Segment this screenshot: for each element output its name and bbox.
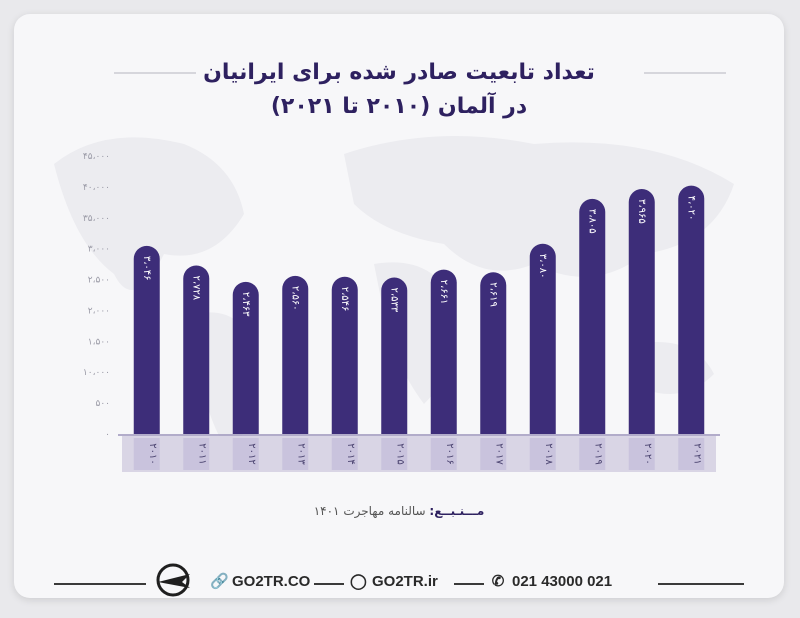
chart-title-line1: تعداد تابعیت صادر شده برای ایرانیان [203, 60, 595, 85]
x-category-cell [183, 438, 210, 470]
y-tick-label: ۲،۵۰۰ [88, 276, 110, 286]
x-category-cell [678, 438, 705, 470]
footer-separator-2 [454, 583, 484, 585]
footer-rule [54, 583, 146, 585]
bar-value-label: ۳،۸۰۵ [586, 209, 597, 234]
bar [183, 265, 210, 434]
x-category-cell [133, 438, 160, 470]
x-tick-label: ۲۰۲۰ [642, 443, 653, 464]
x-category-cell [579, 438, 606, 470]
instagram-link[interactable]: ◯ GO2TR.ir [350, 572, 438, 590]
bar-value-label: ۳،۹۶۵ [636, 199, 647, 224]
bar-value-label: ۲،۶۶۱ [438, 280, 449, 305]
bar [232, 281, 259, 434]
x-tick-label: ۲۰۱۷ [493, 443, 504, 465]
bar [381, 277, 408, 434]
title-rule-right [644, 72, 726, 74]
x-tick-label: ۲۰۱۴ [345, 443, 356, 464]
y-tick-label: ۴۵،۰۰۰ [83, 152, 110, 162]
bar-value-label: ۲،۵۶۰ [289, 286, 300, 311]
x-category-cell [331, 438, 358, 470]
x-category-cell [232, 438, 259, 470]
bar [678, 185, 705, 434]
x-category-cell [430, 438, 457, 470]
bar [331, 276, 358, 434]
website-link[interactable]: 🔗 GO2TR.CO [210, 572, 310, 590]
bar [430, 269, 457, 434]
bar-value-label: ۲،۷۲۸ [190, 275, 201, 300]
source-label: مـــنـبــع: [429, 504, 485, 518]
x-category-cell [529, 438, 556, 470]
footer-separator-1 [314, 583, 344, 585]
bar-value-label: ۲،۵۴۶ [339, 287, 350, 312]
y-tick-label: ۴۰،۰۰۰ [83, 183, 110, 193]
y-tick-label: ۲،۰۰۰ [88, 306, 110, 316]
phone-text: 021 43000 021 [512, 573, 613, 590]
bar [480, 272, 507, 434]
bar-chart: ۰ ۵۰۰ ۱۰،۰۰۰ ۱،۵۰۰ ۲،۰۰۰ ۲،۵۰۰ ۳،۰۰۰ ۳۵،۰۰۰ ۴۰،۰… [83, 152, 720, 472]
bar-value-label: ۳،۰۴۶ [141, 256, 152, 281]
x-category-cell [282, 438, 309, 470]
y-tick-label: ۳۵،۰۰۰ [83, 214, 110, 224]
bar-value-label: ۲،۴۶۳ [240, 292, 251, 317]
bar-value-label: ۲،۶۱۹ [487, 282, 498, 307]
footer-rule-right [658, 583, 744, 585]
bar-value-label: ۳،۰۸۰ [537, 254, 548, 279]
y-tick-label: ۱،۵۰۰ [88, 337, 110, 347]
x-tick-label: ۲۰۱۸ [543, 443, 554, 465]
bar-value-label: ۲،۵۳۳ [388, 288, 399, 313]
instagram-text: GO2TR.ir [372, 573, 438, 590]
website-text: GO2TR.CO [232, 573, 311, 590]
y-tick-label: ۵۰۰ [95, 399, 110, 409]
x-category-cell [381, 438, 408, 470]
x-category-cell [628, 438, 655, 470]
bar [133, 245, 160, 434]
y-tick-label: ۰ [105, 430, 110, 440]
instagram-icon: ◯ [350, 573, 367, 590]
title-rule-left [114, 72, 196, 74]
x-tick-label: ۲۰۱۲ [246, 443, 257, 464]
source-text: سالنامه مهاجرت ۱۴۰۱ [313, 504, 426, 518]
y-tick-label: ۱۰،۰۰۰ [83, 368, 110, 378]
chart-title-line2: در آلمان (۲۰۱۰ تا ۲۰۲۱) [270, 94, 528, 119]
y-tick-label: ۳،۰۰۰ [88, 245, 110, 255]
x-tick-label: ۲۰۲۱ [691, 443, 702, 464]
x-tick-label: ۲۰۱۵ [394, 443, 405, 464]
x-tick-label: ۲۰۱۰ [147, 443, 158, 464]
x-tick-label: ۲۰۱۹ [592, 443, 603, 464]
source-note: مـــنـبــع: سالنامه مهاجرت ۱۴۰۱ [14, 504, 784, 518]
phone-link[interactable]: ✆ 021 43000 021 [490, 572, 612, 590]
plane-logo [156, 563, 190, 597]
x-tick-label: ۲۰۱۳ [295, 443, 306, 465]
x-category-cell [480, 438, 507, 470]
bar [529, 243, 556, 434]
bar-value-label: ۴،۰۲۰ [685, 196, 696, 221]
footer-bar: 🔗 GO2TR.CO ◯ GO2TR.ir ✆ 021 43000 021 [14, 562, 784, 598]
x-tick-label: ۲۰۱۶ [444, 443, 455, 464]
infographic-card: تعداد تابعیت صادر شده برای ایرانیان در آ… [14, 14, 784, 598]
x-tick-label: ۲۰۱۱ [196, 443, 207, 464]
bar [579, 198, 606, 434]
phone-icon: ✆ [491, 573, 505, 590]
x-axis-band [122, 436, 716, 472]
bar [628, 189, 655, 434]
bar [282, 275, 309, 434]
link-icon: 🔗 [210, 573, 229, 590]
